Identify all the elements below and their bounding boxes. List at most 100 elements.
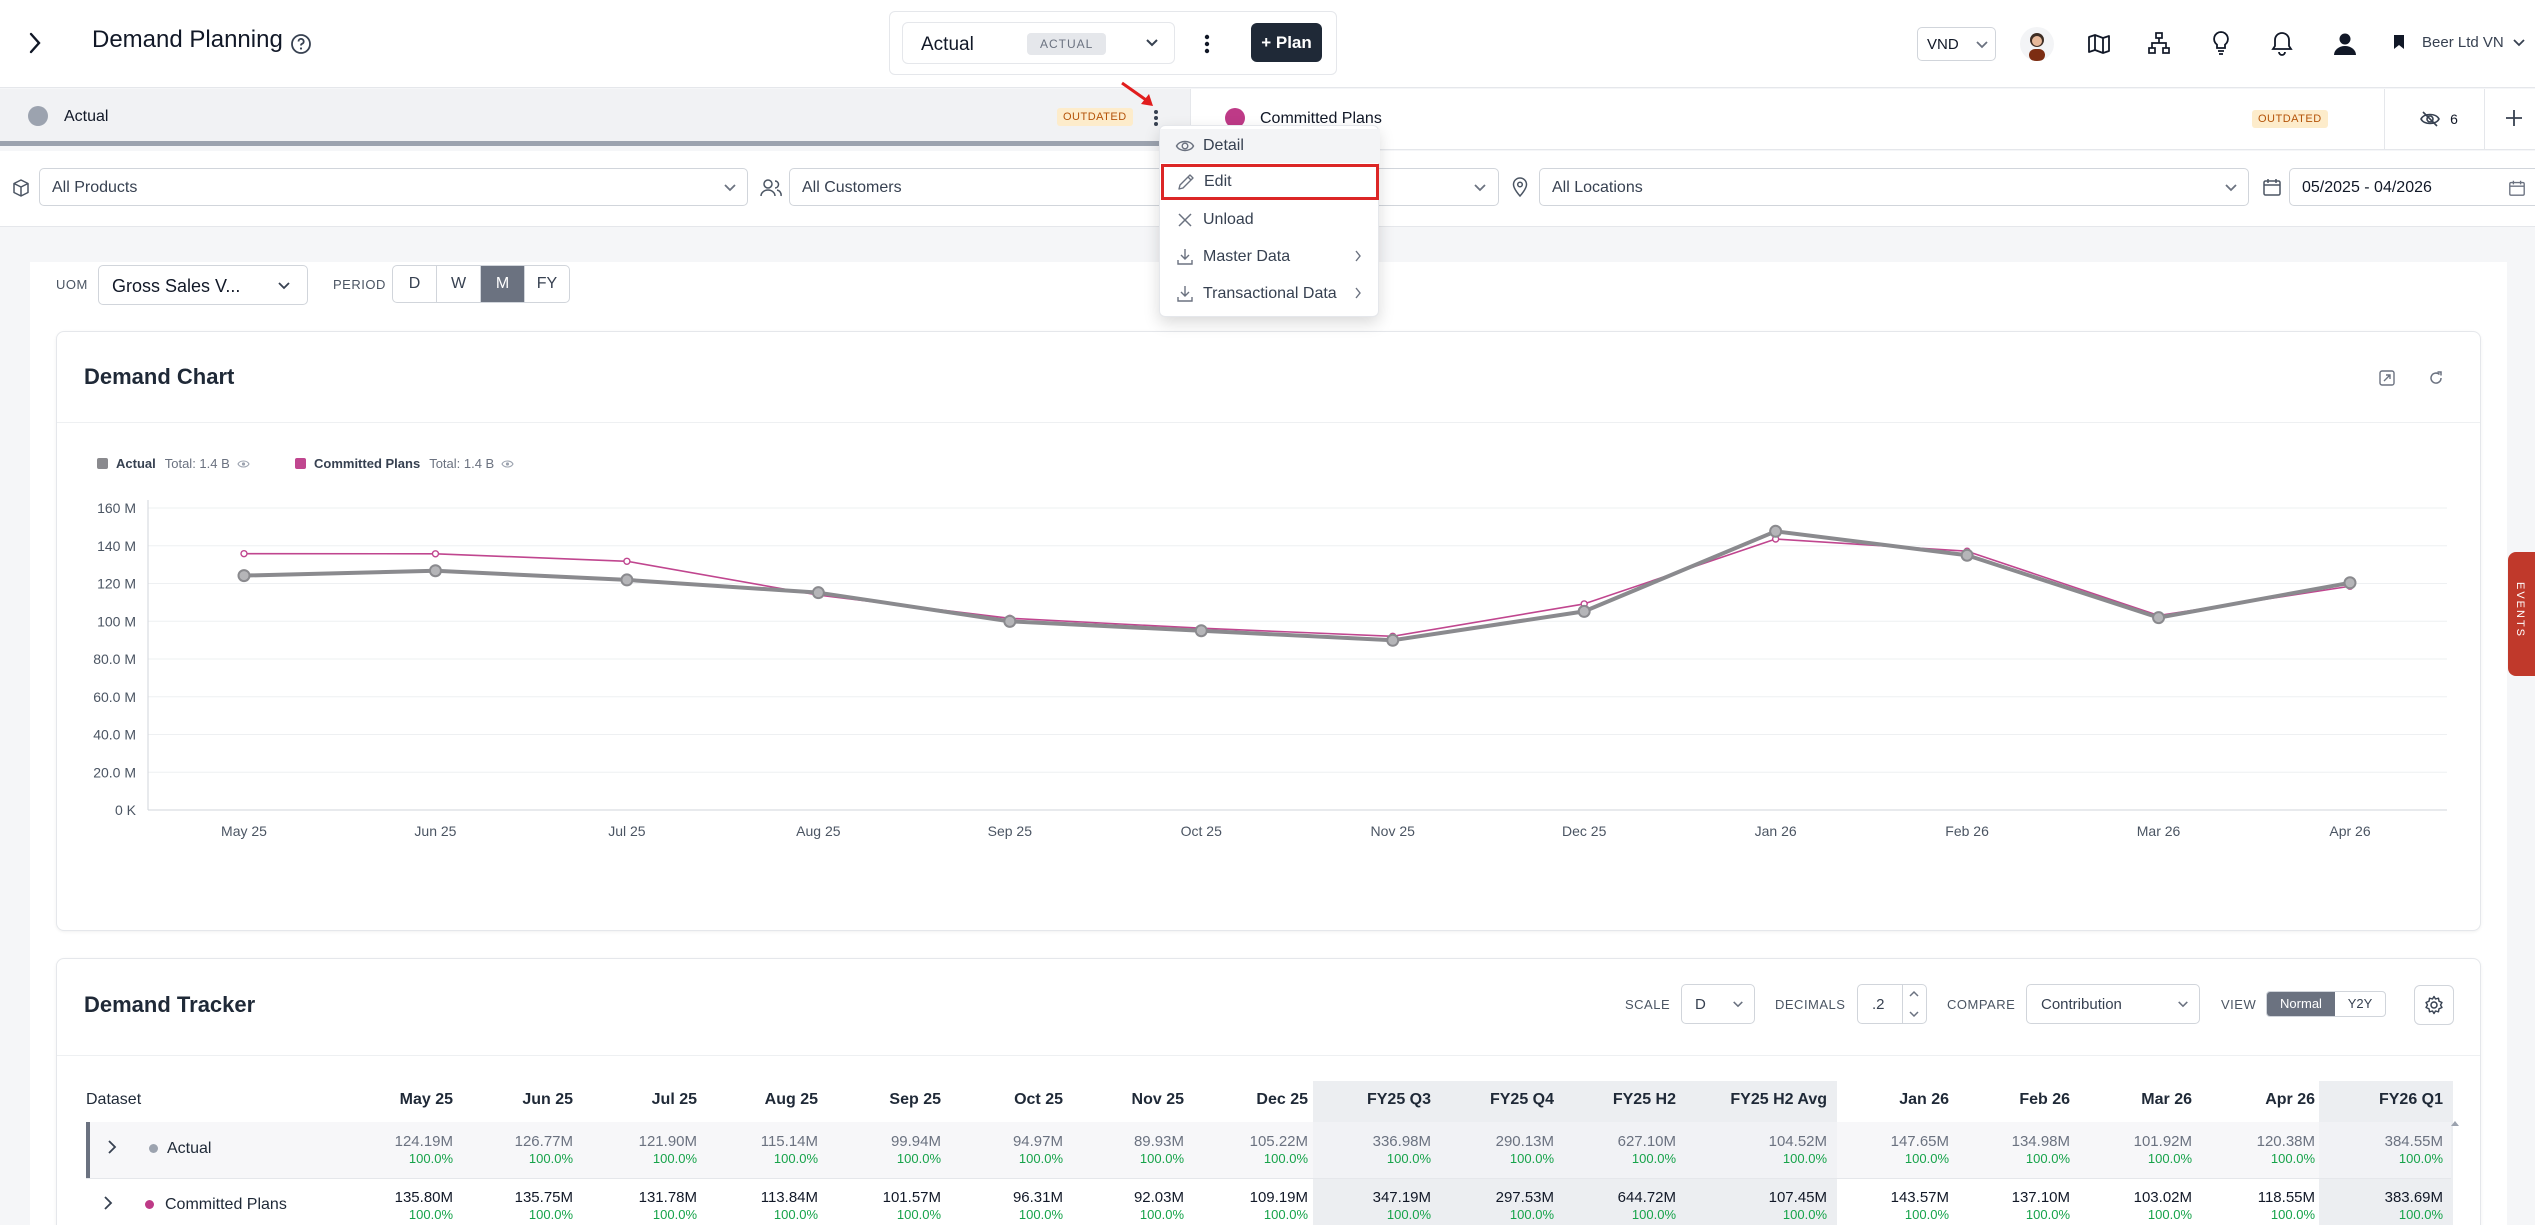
decimals-stepper[interactable]: .2: [1857, 984, 1927, 1024]
column-header[interactable]: Feb 26: [2019, 1091, 2070, 1108]
column-header[interactable]: Dec 25: [1256, 1091, 1308, 1108]
table-cell[interactable]: 92.03M 100.0%: [1134, 1189, 1184, 1223]
legend-actual[interactable]: Actual Total: 1.4 B: [97, 456, 250, 471]
hierarchy-icon[interactable]: [2144, 28, 2174, 58]
table-cell[interactable]: 103.02M 100.0%: [2134, 1189, 2192, 1223]
table-cell[interactable]: 137.10M 100.0%: [2012, 1189, 2070, 1223]
currency-select[interactable]: VND: [1917, 27, 1996, 61]
lightbulb-icon[interactable]: [2206, 28, 2236, 58]
column-header[interactable]: FY25 H2 Avg: [1730, 1091, 1827, 1108]
column-header[interactable]: Aug 25: [764, 1091, 818, 1108]
table-cell[interactable]: 120.38M 100.0%: [2257, 1133, 2315, 1167]
column-header[interactable]: Oct 25: [1014, 1091, 1063, 1108]
table-cell[interactable]: 147.65M 100.0%: [1891, 1133, 1949, 1167]
customers-filter[interactable]: All Customers: [789, 168, 1499, 206]
help-icon[interactable]: [288, 31, 314, 57]
column-header[interactable]: FY25 H2: [1612, 1091, 1676, 1108]
table-cell[interactable]: 121.90M 100.0%: [639, 1133, 697, 1167]
table-cell[interactable]: 101.92M 100.0%: [2134, 1133, 2192, 1167]
table-cell[interactable]: 336.98M 100.0%: [1373, 1133, 1431, 1167]
table-cell[interactable]: 109.19M 100.0%: [1250, 1189, 1308, 1223]
table-cell[interactable]: 134.98M 100.0%: [2012, 1133, 2070, 1167]
menu-item-edit[interactable]: Edit: [1161, 164, 1379, 200]
tracker-settings-button[interactable]: [2414, 985, 2454, 1025]
table-cell[interactable]: 135.75M 100.0%: [515, 1189, 573, 1223]
company-name[interactable]: Beer Ltd VN: [2422, 34, 2504, 51]
tab-actual-more-icon[interactable]: [1146, 107, 1166, 129]
refresh-chart-icon[interactable]: [2424, 366, 2448, 390]
table-cell[interactable]: 96.31M 100.0%: [1013, 1189, 1063, 1223]
scroll-up-icon[interactable]: [2450, 1119, 2460, 1127]
new-plan-button[interactable]: + Plan: [1251, 23, 1322, 62]
table-cell[interactable]: 383.69M 100.0%: [2385, 1189, 2443, 1223]
date-range-filter[interactable]: 05/2025 - 04/2026: [2289, 168, 2535, 206]
table-cell[interactable]: 89.93M 100.0%: [1134, 1133, 1184, 1167]
plan-select[interactable]: Actual ACTUAL: [902, 22, 1175, 64]
table-cell[interactable]: 135.80M 100.0%: [395, 1189, 453, 1223]
menu-item-transactional-data[interactable]: Transactional Data: [1160, 277, 1380, 311]
view-option-y2y[interactable]: Y2Y: [2347, 996, 2373, 1011]
table-cell[interactable]: 131.78M 100.0%: [639, 1189, 697, 1223]
uom-select[interactable]: Gross Sales V...: [98, 265, 308, 305]
column-header[interactable]: Sep 25: [889, 1091, 941, 1108]
column-header[interactable]: Mar 26: [2141, 1091, 2192, 1108]
eye-icon[interactable]: [237, 459, 250, 469]
table-cell[interactable]: 107.45M 100.0%: [1769, 1189, 1827, 1223]
table-cell[interactable]: 347.19M 100.0%: [1373, 1189, 1431, 1223]
table-cell[interactable]: 115.14M 100.0%: [761, 1133, 818, 1167]
locations-filter[interactable]: All Locations: [1539, 168, 2249, 206]
column-header[interactable]: Apr 26: [2265, 1091, 2315, 1108]
table-cell[interactable]: 118.55M 100.0%: [2258, 1189, 2315, 1223]
increment-icon[interactable]: [1908, 990, 1920, 998]
scale-select[interactable]: D: [1681, 984, 1755, 1024]
column-header[interactable]: Nov 25: [1131, 1091, 1184, 1108]
period-option-m[interactable]: M: [481, 266, 525, 302]
menu-item-unload[interactable]: Unload: [1160, 203, 1380, 237]
notifications-bell-icon[interactable]: [2267, 28, 2297, 58]
table-cell[interactable]: 290.13M 100.0%: [1496, 1133, 1554, 1167]
column-header[interactable]: FY25 Q4: [1489, 1091, 1554, 1108]
menu-item-detail[interactable]: Detail: [1160, 129, 1380, 163]
menu-item-master-data[interactable]: Master Data: [1160, 240, 1380, 274]
table-cell[interactable]: 101.57M 100.0%: [883, 1189, 941, 1223]
user-avatar[interactable]: [2020, 27, 2054, 61]
column-header[interactable]: FY26 Q1: [2378, 1091, 2443, 1108]
table-cell[interactable]: 126.77M 100.0%: [515, 1133, 573, 1167]
tab-committed-plans[interactable]: Committed Plans OUTDATED 6: [1190, 89, 2535, 150]
table-cell[interactable]: 99.94M 100.0%: [891, 1133, 941, 1167]
company-chevron-down-icon[interactable]: [2512, 38, 2526, 48]
table-cell[interactable]: 644.72M 100.0%: [1618, 1189, 1676, 1223]
row-expand-chevron-icon[interactable]: [103, 1195, 119, 1215]
row-expand-chevron-icon[interactable]: [107, 1139, 123, 1159]
view-option-normal[interactable]: Normal: [2267, 992, 2335, 1016]
column-header[interactable]: Jul 25: [651, 1091, 697, 1108]
decrement-icon[interactable]: [1908, 1010, 1920, 1018]
profile-icon[interactable]: [2330, 28, 2360, 58]
events-side-tab[interactable]: EVENTS: [2508, 552, 2535, 676]
period-option-w[interactable]: W: [437, 266, 481, 302]
expand-sidebar-chevron-icon[interactable]: [20, 28, 50, 58]
expand-chart-icon[interactable]: [2375, 366, 2399, 390]
table-cell[interactable]: 104.52M 100.0%: [1769, 1133, 1827, 1167]
table-cell[interactable]: 384.55M 100.0%: [2385, 1133, 2443, 1167]
table-cell[interactable]: 124.19M 100.0%: [395, 1133, 453, 1167]
period-option-d[interactable]: D: [393, 266, 437, 302]
table-cell[interactable]: 627.10M 100.0%: [1618, 1133, 1676, 1167]
eye-icon[interactable]: [501, 459, 514, 469]
table-cell[interactable]: 113.84M 100.0%: [761, 1189, 818, 1223]
add-dataset-plus-icon[interactable]: [2501, 105, 2527, 131]
products-filter[interactable]: All Products: [39, 168, 748, 206]
map-icon[interactable]: [2084, 29, 2114, 59]
table-cell[interactable]: 105.22M 100.0%: [1250, 1133, 1308, 1167]
compare-select[interactable]: Contribution: [2026, 984, 2200, 1024]
table-cell[interactable]: 94.97M 100.0%: [1013, 1133, 1063, 1167]
table-cell[interactable]: 297.53M 100.0%: [1496, 1189, 1554, 1223]
tab-actual[interactable]: Actual OUTDATED: [0, 89, 1190, 146]
column-header[interactable]: May 25: [399, 1091, 453, 1108]
column-header[interactable]: FY25 Q3: [1366, 1091, 1431, 1108]
legend-committed-plans[interactable]: Committed Plans Total: 1.4 B: [295, 456, 514, 471]
column-header[interactable]: Jan 26: [1899, 1091, 1949, 1108]
table-cell[interactable]: 143.57M 100.0%: [1891, 1189, 1949, 1223]
period-option-fy[interactable]: FY: [536, 275, 558, 292]
hidden-datasets-button[interactable]: 6: [2409, 107, 2469, 131]
